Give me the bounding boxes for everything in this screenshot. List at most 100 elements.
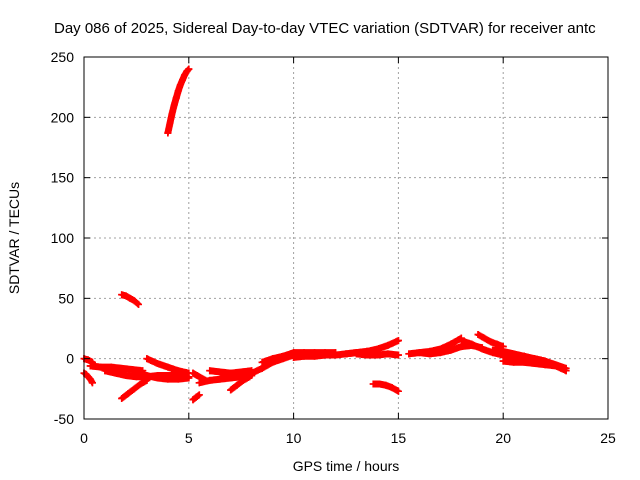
data-point (153, 374, 161, 382)
data-point (487, 338, 495, 346)
series-arc-high (164, 65, 193, 137)
data-point (480, 334, 488, 342)
data-point (258, 358, 266, 366)
data-point (166, 119, 174, 127)
y-tick-label: 200 (51, 109, 75, 125)
data-point (101, 367, 109, 375)
data-point (118, 394, 126, 402)
data-point (86, 375, 94, 383)
data-point (122, 292, 130, 300)
data-point (269, 355, 277, 363)
y-axis-label: SDTVAR / TECUs (6, 182, 22, 294)
data-point (384, 350, 392, 358)
data-point (227, 386, 235, 394)
series-arc-n (258, 349, 340, 366)
series-arc-g (143, 355, 193, 377)
series-arc-f (132, 369, 193, 383)
data-point (382, 381, 390, 389)
axis-ticks: 0 5 10 15 20 25 -50 0 50 100 150 200 250 (51, 49, 616, 446)
data-point (176, 81, 184, 89)
data-point (134, 300, 142, 308)
data-point (447, 340, 455, 348)
data-point (384, 341, 392, 349)
data-point (405, 350, 413, 358)
data-point (164, 129, 172, 137)
data-point (84, 356, 92, 364)
data-point (118, 364, 126, 372)
y-tick-label: 50 (58, 290, 74, 306)
series-arc-h (189, 369, 210, 384)
data-point (394, 337, 402, 345)
data-point (153, 359, 161, 367)
data-point (300, 352, 308, 360)
x-tick-label: 0 (80, 430, 88, 446)
data-point (474, 331, 482, 339)
x-tick-label: 20 (495, 430, 511, 446)
data-point (216, 375, 224, 383)
data-point (227, 369, 235, 377)
data-point (457, 337, 465, 345)
data-point (143, 372, 151, 380)
data-point (499, 357, 507, 365)
series-arc-v (474, 331, 507, 351)
y-tick-label: 100 (51, 230, 75, 246)
data-point (332, 351, 340, 359)
data-point (489, 346, 497, 354)
data-point (164, 375, 172, 383)
data-point (174, 375, 182, 383)
data-point (478, 345, 486, 353)
data-point (143, 355, 151, 363)
data-point (520, 352, 528, 360)
data-point (137, 380, 145, 388)
data-point (189, 369, 197, 377)
data-point (363, 351, 371, 359)
data-point (279, 352, 287, 360)
data-point (562, 364, 570, 372)
data-point (206, 367, 214, 375)
data-point (195, 379, 203, 387)
data-point (376, 380, 384, 388)
x-tick-label: 15 (391, 430, 407, 446)
data-point (541, 357, 549, 365)
data-point (170, 101, 178, 109)
data-point (132, 369, 140, 377)
series-arc-q (352, 350, 402, 359)
data-point (193, 372, 201, 380)
data-point (499, 347, 507, 355)
data-point (185, 65, 193, 73)
data-point (468, 340, 476, 348)
data-point (181, 71, 189, 79)
y-tick-label: 250 (51, 49, 75, 65)
series-arc-t (415, 341, 486, 358)
data-point (130, 297, 138, 305)
data-point (124, 390, 132, 398)
data-point (394, 351, 402, 359)
data-point (342, 350, 350, 358)
series-arc-e (118, 376, 151, 402)
data-point (174, 367, 182, 375)
data-point (239, 376, 247, 384)
data-point (237, 368, 245, 376)
series-arc-y (531, 355, 570, 372)
data-point (369, 380, 377, 388)
arc-crosses (164, 65, 193, 137)
data-point (436, 349, 444, 357)
data-point (531, 355, 539, 363)
data-point (122, 372, 130, 380)
data-point (388, 384, 396, 392)
series-arc-i (189, 391, 203, 404)
data-point (373, 351, 381, 359)
data-point (352, 350, 360, 358)
data-point (373, 345, 381, 353)
series-arc-c (86, 362, 147, 375)
data-point (447, 346, 455, 354)
x-tick-label: 10 (286, 430, 302, 446)
y-tick-label: 0 (66, 351, 74, 367)
series-arc-a (80, 369, 96, 387)
data-point (457, 343, 465, 351)
data-point (552, 361, 560, 369)
data-point (258, 364, 266, 372)
x-tick-label: 25 (600, 430, 616, 446)
series-arc-50 (118, 291, 142, 308)
data-point (172, 94, 180, 102)
